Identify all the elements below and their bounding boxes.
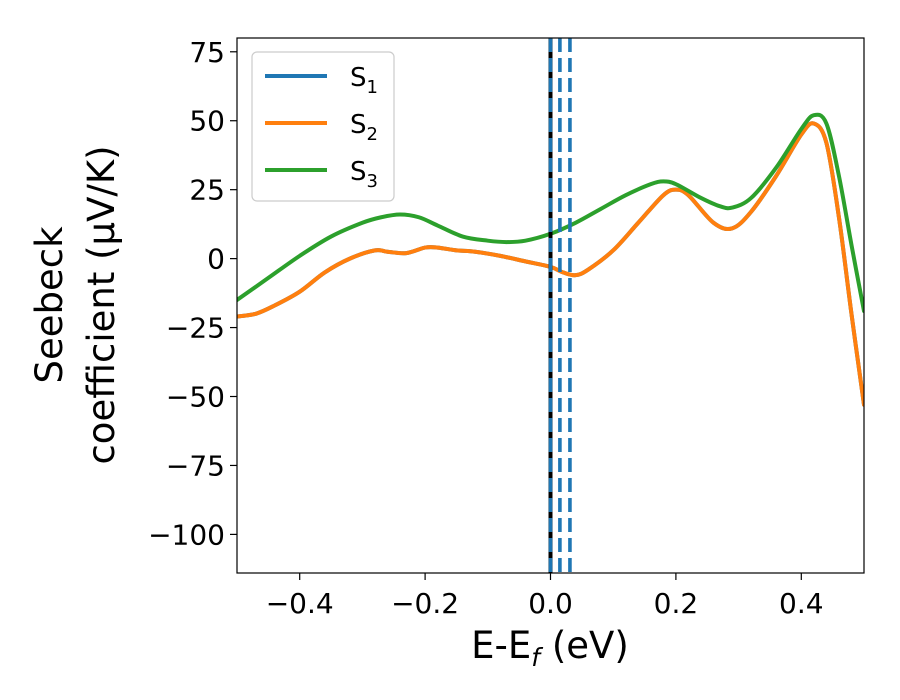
y-tick-label: 50 [189, 105, 225, 138]
x-tick-label: −0.4 [266, 587, 334, 620]
legend-label-2: S2 [350, 110, 378, 145]
y-tick-label: −100 [148, 518, 225, 551]
y-tick-label: 75 [189, 36, 225, 69]
x-tick-label: 0.2 [654, 587, 699, 620]
legend-label-3: S3 [350, 157, 378, 192]
y-axis-title-line1: Seebeck [28, 226, 71, 384]
x-tick-label: 0.4 [779, 587, 824, 620]
legend-label-1: S1 [350, 63, 378, 98]
y-tick-label: −50 [166, 381, 225, 414]
x-tick-label: −0.2 [391, 587, 459, 620]
series-line-2 [237, 121, 864, 407]
x-tick-label: 0.0 [528, 587, 573, 620]
y-tick-label: 25 [189, 174, 225, 207]
y-tick-label: −75 [166, 449, 225, 482]
y-axis-title-line2: coefficient (μV/K) [80, 145, 123, 464]
x-axis-title: E-Ef (eV) [471, 624, 629, 672]
y-tick-label: −25 [166, 312, 225, 345]
series-line-3 [237, 112, 864, 314]
y-tick-label: 0 [207, 243, 225, 276]
legend-box [251, 51, 395, 202]
